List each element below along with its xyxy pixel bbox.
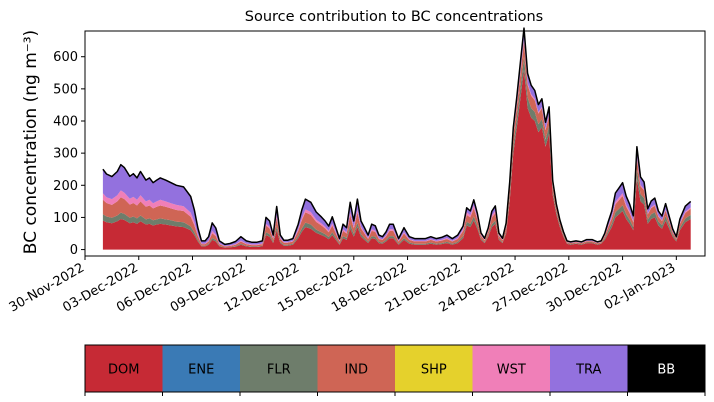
y-tick-label: 400 bbox=[53, 115, 78, 130]
area-tra bbox=[102, 28, 691, 246]
legend-swatch-shp bbox=[395, 345, 473, 392]
y-tick-label: 600 bbox=[53, 50, 78, 65]
y-tick-label: 100 bbox=[53, 211, 78, 226]
area-wst bbox=[102, 39, 691, 247]
legend-swatch-bb bbox=[627, 345, 706, 392]
legend-frame bbox=[84, 344, 706, 393]
legend-label-dom: DOM bbox=[108, 363, 139, 378]
legend-label-ind: IND bbox=[344, 363, 368, 378]
stacked-areas bbox=[102, 28, 691, 250]
legend-label-tra: TRA bbox=[575, 363, 601, 378]
y-tick-label: 0 bbox=[70, 243, 78, 258]
y-tick-label: 300 bbox=[53, 147, 78, 162]
legend-swatch-dom bbox=[85, 345, 163, 392]
legend-label-shp: SHP bbox=[421, 363, 447, 378]
y-axis-label: BC concentration (ng m⁻³) bbox=[21, 30, 41, 254]
legend-swatch-wst bbox=[472, 345, 551, 392]
plot-frame bbox=[84, 30, 706, 257]
legend-swatch-ene bbox=[162, 345, 241, 392]
y-axis: 0 100 200 300 400 500 600 bbox=[53, 50, 85, 258]
chart-title: Source contribution to BC concentrations bbox=[245, 9, 543, 25]
source-legend: DOM ENE FLR IND SHP WST TRA BB bbox=[84, 344, 706, 396]
x-axis: 30-Nov-202203-Dec-202206-Dec-202209-Dec-… bbox=[7, 256, 678, 316]
legend-label-bb: BB bbox=[657, 363, 675, 378]
total-concentration-line bbox=[102, 27, 692, 246]
legend-swatch-tra bbox=[550, 345, 628, 392]
legend-label-ene: ENE bbox=[188, 363, 214, 378]
legend-label-flr: FLR bbox=[267, 363, 291, 378]
y-tick-label: 200 bbox=[53, 179, 78, 194]
legend-label-wst: WST bbox=[497, 363, 526, 378]
legend-swatch-flr bbox=[240, 345, 318, 392]
area-dom bbox=[102, 69, 691, 250]
y-tick-label: 500 bbox=[53, 82, 78, 97]
legend-swatch-ind bbox=[317, 345, 396, 392]
